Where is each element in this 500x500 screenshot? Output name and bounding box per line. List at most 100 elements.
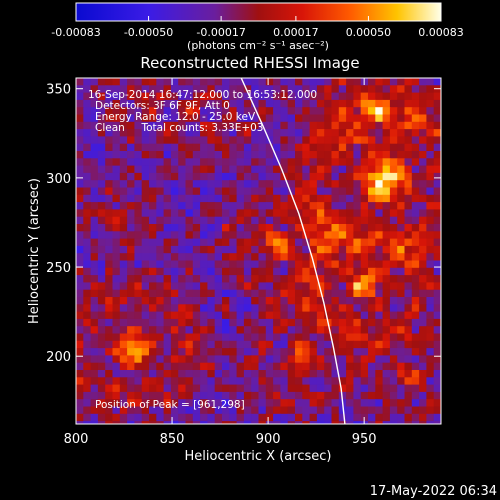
heatmap-cell <box>265 216 274 225</box>
heatmap-cell <box>251 180 260 189</box>
heatmap-cell <box>353 129 362 137</box>
heatmap-cell <box>178 202 187 210</box>
heatmap-cell <box>207 216 216 225</box>
heatmap-cell <box>316 253 325 262</box>
heatmap-cell <box>214 297 223 305</box>
heatmap-cell <box>295 78 303 86</box>
y-tick-label: 250 <box>46 261 71 276</box>
heatmap-cell <box>90 421 99 424</box>
heatmap-cell <box>192 165 201 174</box>
heatmap-cell <box>76 326 84 335</box>
heatmap-cell <box>258 245 267 254</box>
heatmap-cell <box>156 165 165 174</box>
heatmap-cell <box>280 282 289 291</box>
heatmap-cell <box>170 253 179 262</box>
heatmap-cell <box>265 85 274 94</box>
heatmap-cell <box>397 384 406 393</box>
heatmap-cell <box>426 92 435 101</box>
heatmap-cell <box>229 245 238 254</box>
heatmap-cell <box>105 202 114 210</box>
heatmap-cell <box>251 384 260 393</box>
heatmap-cell <box>149 289 157 298</box>
heatmap-cell <box>156 114 165 123</box>
heatmap-cell <box>170 78 179 86</box>
heatmap-cell <box>112 370 121 378</box>
heatmap-cell <box>156 377 165 386</box>
heatmap-cell <box>324 333 333 342</box>
heatmap-cell <box>324 362 333 371</box>
heatmap-cell <box>127 158 135 167</box>
heatmap-cell <box>368 275 376 283</box>
heatmap-cell <box>207 129 216 137</box>
heatmap-cell <box>280 216 289 225</box>
heatmap-cell <box>338 114 347 123</box>
heatmap-cell <box>316 99 325 108</box>
heatmap-cell <box>331 326 340 335</box>
heatmap-cell <box>149 362 157 371</box>
heatmap-cell <box>265 333 274 342</box>
heatmap-cell <box>316 355 325 364</box>
heatmap-cell <box>83 238 92 247</box>
heatmap-cell <box>97 370 106 378</box>
heatmap-cell <box>192 92 201 101</box>
heatmap-cell <box>243 99 252 108</box>
heatmap-cell <box>163 165 172 174</box>
heatmap-cell <box>105 399 114 408</box>
heatmap-cell <box>97 187 106 196</box>
heatmap-cell <box>229 114 238 123</box>
heatmap-cell <box>382 311 391 320</box>
heatmap-cell <box>360 304 369 313</box>
heatmap-cell <box>324 304 333 313</box>
heatmap-cell <box>207 172 216 181</box>
heatmap-cell <box>375 143 384 152</box>
heatmap-cell <box>192 304 201 313</box>
heatmap-cell <box>426 85 435 94</box>
heatmap-cell <box>324 348 333 356</box>
heatmap-cell <box>185 348 194 356</box>
heatmap-cell <box>119 202 128 210</box>
heatmap-cell <box>375 253 384 262</box>
heatmap-cell <box>127 78 135 86</box>
heatmap-cell <box>97 165 106 174</box>
heatmap-cell <box>316 384 325 393</box>
heatmap-cell <box>411 421 420 424</box>
heatmap-cell <box>265 267 274 276</box>
heatmap-cell <box>302 348 311 356</box>
heatmap-cell <box>280 202 289 210</box>
heatmap-cell <box>222 194 230 203</box>
heatmap-cell <box>338 107 347 116</box>
heatmap-cell <box>375 209 384 218</box>
heatmap-cell <box>170 399 179 408</box>
heatmap-cell <box>185 340 194 349</box>
heatmap-cell <box>185 187 194 196</box>
heatmap-cell <box>134 172 143 181</box>
heatmap-cell <box>368 326 376 335</box>
heatmap-cell <box>222 158 230 167</box>
heatmap-cell <box>119 107 128 116</box>
heatmap-cell <box>178 377 187 386</box>
heatmap-cell <box>338 333 347 342</box>
heatmap-cell <box>185 143 194 152</box>
heatmap-cell <box>346 85 354 94</box>
heatmap-cell <box>302 194 311 203</box>
heatmap-cell <box>119 151 128 159</box>
heatmap-cell <box>309 151 318 159</box>
heatmap-cell <box>331 275 340 283</box>
heatmap-cell <box>375 318 384 327</box>
heatmap-cell <box>251 194 260 203</box>
heatmap-cell <box>419 311 427 320</box>
heatmap-cell <box>324 224 333 232</box>
heatmap-cell <box>163 151 172 159</box>
heatmap-cell <box>97 282 106 291</box>
heatmap-cell <box>309 391 318 400</box>
heatmap-cell <box>119 85 128 94</box>
heatmap-cell <box>346 289 354 298</box>
heatmap-cell <box>214 253 223 262</box>
heatmap-cell <box>222 187 230 196</box>
heatmap-cell <box>265 311 274 320</box>
heatmap-cell <box>243 282 252 291</box>
heatmap-cell <box>119 289 128 298</box>
heatmap-cell <box>251 224 260 232</box>
heatmap-cell <box>97 114 106 123</box>
heatmap-cell <box>368 216 376 225</box>
